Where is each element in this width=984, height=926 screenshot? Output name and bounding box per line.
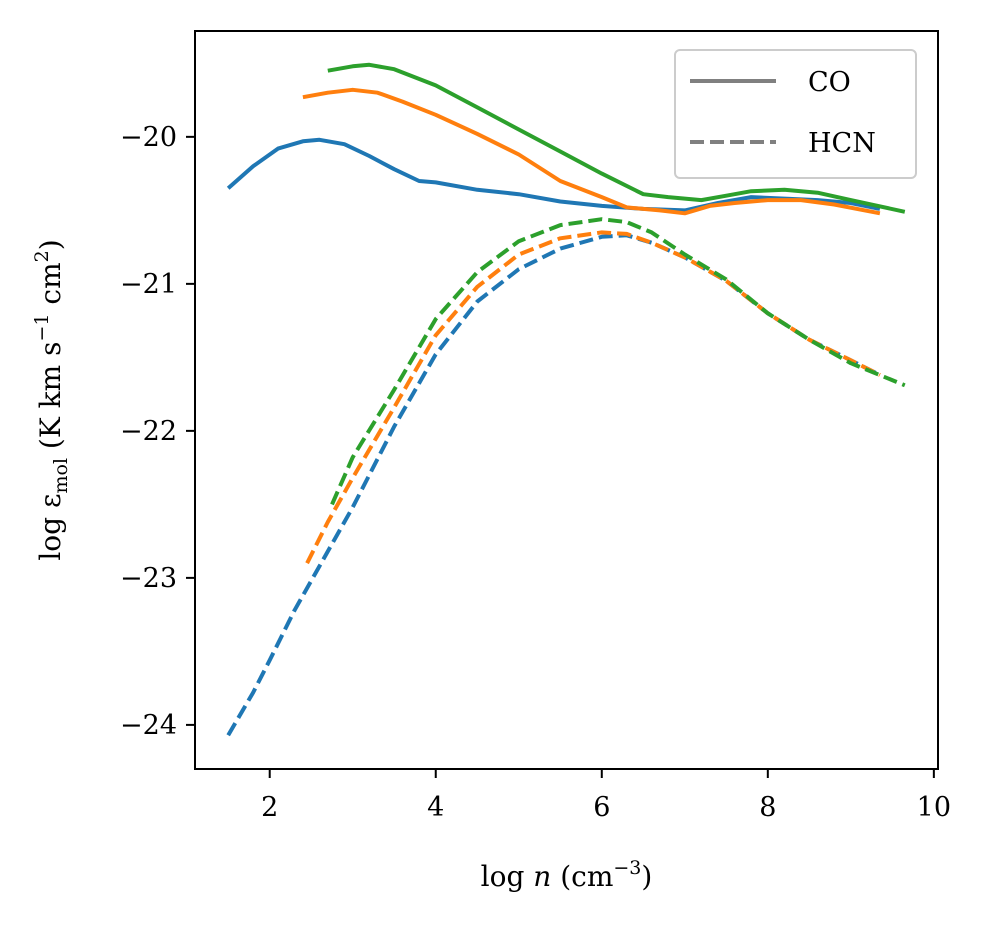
plot-area-frame — [194, 30, 939, 770]
x-axis-label: log n (cm−3) — [481, 857, 653, 893]
x-tick-label: 6 — [593, 792, 610, 823]
y-axis-label: log εmol (K km s−1 cm2) — [31, 239, 72, 560]
legend-box — [674, 49, 917, 179]
x-tick-label: 4 — [427, 792, 444, 823]
series-line-5-dashed — [330, 217, 906, 506]
legend: CO HCN — [674, 49, 917, 179]
y-tick-label: −21 — [120, 269, 177, 300]
y-tick-label: −22 — [120, 416, 177, 447]
series-line-1-solid — [302, 87, 881, 216]
series-line-4-dashed — [305, 230, 881, 565]
ticks-layer: 2 4 6 8 10 −24 −23 −22 −21 −20 — [120, 122, 951, 823]
series-line-0-solid — [226, 137, 881, 213]
y-tick-label: −23 — [120, 563, 177, 594]
legend-label-co: CO — [808, 67, 851, 98]
x-tick-label: 2 — [261, 792, 278, 823]
x-tick-label: 8 — [759, 792, 776, 823]
legend-label-hcn: HCN — [808, 128, 876, 159]
series-line-2-solid — [327, 62, 906, 214]
series-line-3-dashed — [226, 233, 881, 737]
y-tick-label: −20 — [120, 122, 177, 153]
series-layer — [226, 62, 906, 737]
x-tick-label: 10 — [917, 792, 951, 823]
y-tick-label: −24 — [120, 710, 177, 741]
